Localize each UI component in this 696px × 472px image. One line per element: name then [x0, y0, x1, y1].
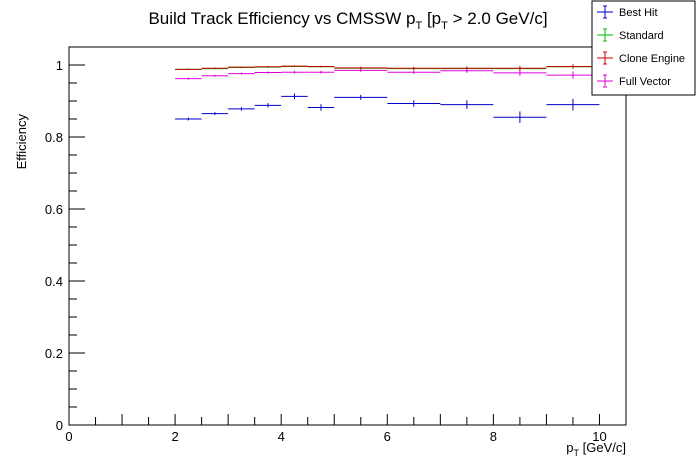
data-point	[281, 93, 308, 100]
legend-label: Standard	[619, 30, 664, 42]
data-point	[334, 66, 388, 69]
x-tick-label: 4	[278, 429, 285, 444]
y-tick-label: 1	[56, 58, 63, 73]
y-tick-label: 0.6	[45, 202, 63, 217]
data-point	[334, 68, 388, 72]
legend-entry: Clone Engine	[597, 51, 685, 65]
data-point	[281, 70, 308, 74]
chart-title: Build Track Efficiency vs CMSSW pT [pT >…	[148, 9, 547, 32]
data-point	[493, 70, 547, 76]
series-clone-engine	[175, 64, 600, 71]
data-point	[546, 64, 600, 69]
y-axis-ticks: 0 0.2 0.4 0.6 0.8 1	[45, 46, 85, 433]
legend: Best Hit Standard Clone Engine Full Vector	[591, 0, 696, 96]
data-point	[440, 68, 494, 73]
data-point	[546, 98, 600, 111]
x-tick-label: 6	[384, 429, 391, 444]
y-axis-label: Efficiency	[14, 114, 29, 170]
data-point	[387, 100, 441, 107]
data-point	[440, 100, 494, 109]
x-tick-label: 8	[490, 429, 497, 444]
data-point	[493, 111, 547, 123]
data-point	[307, 104, 335, 111]
x-axis-label: pT [GeV/c]	[566, 440, 626, 458]
series-layer	[175, 64, 600, 123]
series-best-hit	[175, 93, 600, 123]
data-point	[175, 117, 202, 121]
data-point	[334, 94, 388, 100]
x-tick-label: 0	[65, 429, 72, 444]
legend-entry: Full Vector	[597, 74, 671, 88]
data-point	[228, 107, 255, 111]
data-point	[201, 112, 229, 116]
data-point	[387, 70, 441, 74]
data-point	[175, 77, 202, 80]
data-point	[254, 66, 282, 68]
y-tick-label: 0.8	[45, 130, 63, 145]
x-tick-label: 2	[171, 429, 178, 444]
legend-label: Full Vector	[619, 76, 671, 88]
y-tick-label: 0.2	[45, 346, 63, 361]
y-tick-label: 0.4	[45, 274, 63, 289]
data-point	[175, 68, 202, 71]
legend-label: Best Hit	[619, 7, 658, 19]
data-point	[546, 71, 600, 79]
data-point	[493, 66, 547, 71]
data-point	[228, 66, 255, 68]
legend-entry: Best Hit	[597, 5, 658, 19]
x-tick-label: 10	[592, 429, 606, 444]
data-point	[387, 66, 441, 70]
data-point	[281, 65, 308, 67]
plot-frame	[68, 46, 627, 426]
legend-entry: Standard	[597, 28, 664, 42]
data-point	[307, 70, 335, 74]
data-point	[201, 74, 229, 77]
y-tick-label: 0	[56, 418, 63, 433]
legend-label: Clone Engine	[619, 53, 685, 65]
data-point	[254, 71, 282, 74]
data-point	[307, 65, 335, 68]
legend-box	[591, 0, 696, 96]
series-full-vector	[175, 68, 600, 80]
data-point	[254, 103, 282, 108]
x-axis-ticks: 0 2 4 6 8 10	[65, 414, 627, 444]
data-point	[201, 67, 229, 69]
data-point	[228, 72, 255, 75]
